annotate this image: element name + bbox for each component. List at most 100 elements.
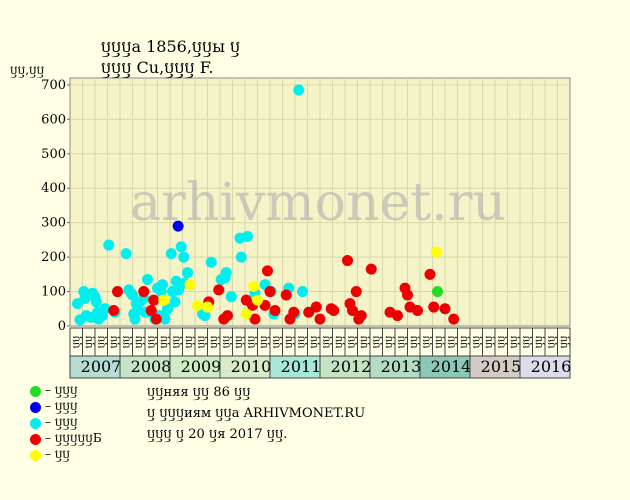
quarter-label: ឫឫ bbox=[459, 336, 471, 349]
y-tick-label: 100 bbox=[41, 285, 66, 300]
legend-label: – ឫឫឫ bbox=[45, 383, 78, 397]
note-line: ឫឫឫ ឫ 20 ឫя 2017 ឫឫ. bbox=[147, 427, 288, 442]
data-point-red bbox=[424, 268, 436, 280]
note-line: ឫ ឫឫឫиям ឫឫа ARHIVMONET.RU bbox=[147, 406, 366, 421]
data-point-red bbox=[347, 305, 358, 316]
data-point-red bbox=[365, 263, 377, 275]
data-points bbox=[72, 84, 460, 326]
quarter-label: ឫឫ bbox=[359, 336, 371, 349]
data-point-cyan bbox=[165, 248, 177, 260]
data-point-green bbox=[432, 286, 443, 298]
legend-label: – ឫឫឫ bbox=[45, 399, 78, 413]
quarter-label: ឫឫ bbox=[321, 336, 333, 349]
y-tick-label: 700 bbox=[41, 78, 66, 93]
data-point-cyan bbox=[120, 248, 132, 260]
data-point-cyan bbox=[220, 267, 232, 279]
quarter-label: ឫឫ bbox=[509, 336, 521, 349]
year-label: 2012 bbox=[331, 357, 372, 376]
data-point-yellow bbox=[158, 294, 170, 306]
source-note: ឫឫняя ឫឫ 86 ឫឫ ឫ ឫឫឫиям ឫឫа ARHIVMONET.R… bbox=[147, 382, 365, 445]
data-point-yellow bbox=[430, 246, 442, 258]
quarter-label: ឫឫ bbox=[109, 336, 121, 349]
year-label: 2011 bbox=[281, 357, 322, 376]
y-axis-ticks: 0 100 200 300 400 500 600 700 bbox=[41, 78, 70, 334]
quarter-label: ឫឫ bbox=[234, 336, 246, 349]
data-point-red bbox=[355, 310, 367, 322]
data-point-cyan bbox=[127, 289, 138, 301]
quarter-label: ឫឫ bbox=[346, 336, 358, 349]
data-point-red bbox=[145, 305, 157, 316]
quarter-label: ឫឫ bbox=[259, 336, 271, 349]
data-point-cyan bbox=[242, 230, 253, 242]
legend: – ឫឫឫ – ឫឫឫ – ឫឫឫ – ឫឫឫឫឫБ – ឫឫ bbox=[30, 383, 102, 463]
legend-item: – ឫឫឫ bbox=[30, 415, 102, 431]
data-point-cyan bbox=[205, 256, 217, 268]
quarter-label: ឫឫ bbox=[409, 336, 421, 349]
data-point-red bbox=[269, 305, 281, 316]
data-point-yellow bbox=[192, 299, 203, 311]
quarter-label: ឫឫ bbox=[284, 336, 296, 349]
year-label: 2009 bbox=[181, 357, 222, 376]
quarter-label: ឫឫ bbox=[396, 336, 408, 349]
data-point-red bbox=[213, 284, 225, 296]
chart-title-line1: ឫឫឫа 1856,ឫឫы ឫ bbox=[101, 37, 241, 56]
data-point-red bbox=[314, 313, 326, 325]
data-point-red bbox=[112, 286, 123, 298]
year-cell bbox=[519, 355, 571, 379]
y-tick-label: 400 bbox=[41, 181, 66, 196]
legend-dot bbox=[30, 433, 41, 445]
data-point-cyan bbox=[175, 241, 187, 253]
data-point-cyan bbox=[159, 313, 171, 325]
data-point-cyan bbox=[178, 251, 190, 263]
year-label: 2007 bbox=[81, 357, 122, 376]
quarter-label: ឫឫ bbox=[71, 336, 83, 349]
year-label: 2016 bbox=[531, 357, 572, 376]
data-point-cyan bbox=[157, 279, 168, 291]
data-point-yellow bbox=[248, 280, 260, 292]
quarter-label: ឫឫ bbox=[446, 336, 458, 349]
data-point-red bbox=[328, 305, 340, 316]
data-point-red bbox=[138, 286, 150, 298]
quarter-label: ឫឫ bbox=[546, 336, 558, 349]
legend-label: – ឫឫ bbox=[45, 447, 71, 461]
data-point-cyan bbox=[225, 291, 237, 303]
data-point-cyan bbox=[142, 274, 153, 285]
data-point-red bbox=[249, 313, 261, 325]
data-point-cyan bbox=[99, 303, 111, 315]
year-label: 2010 bbox=[231, 357, 272, 376]
data-point-red bbox=[310, 301, 322, 313]
data-point-red bbox=[150, 313, 162, 325]
quarter-label: ឫឫ bbox=[559, 336, 571, 349]
data-point-cyan bbox=[199, 310, 211, 322]
data-point-red bbox=[448, 313, 460, 325]
y-tick-label: 300 bbox=[41, 216, 66, 231]
y-tick-label: 0 bbox=[58, 319, 66, 334]
legend-item: – ឫឫឫ bbox=[30, 383, 102, 399]
quarter-label: ឫឫ bbox=[134, 336, 146, 349]
chart-title-line2: ឫឫឫ Cu,ឫឫឫ F. bbox=[101, 58, 214, 77]
data-point-yellow bbox=[202, 301, 213, 313]
y-tick-label: 600 bbox=[41, 112, 66, 127]
data-point-red bbox=[108, 305, 120, 316]
data-point-cyan bbox=[170, 275, 182, 287]
quarter-label: ឫឫ bbox=[534, 336, 546, 349]
data-point-red bbox=[439, 303, 451, 315]
x-axis: ឫឫ ឫឫ ឫឫ ឫឫ ឫឫ ឫឫ ឫឫ ឫឫ ឫឫ ឫឫ ឫឫ ឫឫ ឫឫ ឫឫ ឫឫ ឫឫ ឫឫ ឫឫ ឫឫ ឫឫ… bbox=[69, 327, 572, 379]
data-point-cyan bbox=[293, 84, 305, 96]
data-point-red bbox=[280, 289, 292, 301]
data-point-cyan bbox=[90, 296, 102, 308]
legend-dot bbox=[30, 417, 41, 429]
year-label: 2014 bbox=[431, 357, 472, 376]
data-point-red bbox=[412, 305, 423, 316]
watermark: arhivmonet.ru bbox=[130, 173, 506, 233]
data-point-cyan bbox=[169, 296, 181, 308]
quarter-label: ឫឫ bbox=[209, 336, 221, 349]
data-point-red bbox=[428, 301, 440, 313]
quarter-label: ឫឫ bbox=[484, 336, 496, 349]
data-point-red bbox=[392, 310, 403, 322]
quarter-label: ឫឫ bbox=[196, 336, 208, 349]
quarter-label: ឫឫ bbox=[96, 336, 108, 349]
quarter-label: ឫឫ bbox=[521, 336, 533, 349]
y-tick-label: 500 bbox=[41, 147, 66, 162]
